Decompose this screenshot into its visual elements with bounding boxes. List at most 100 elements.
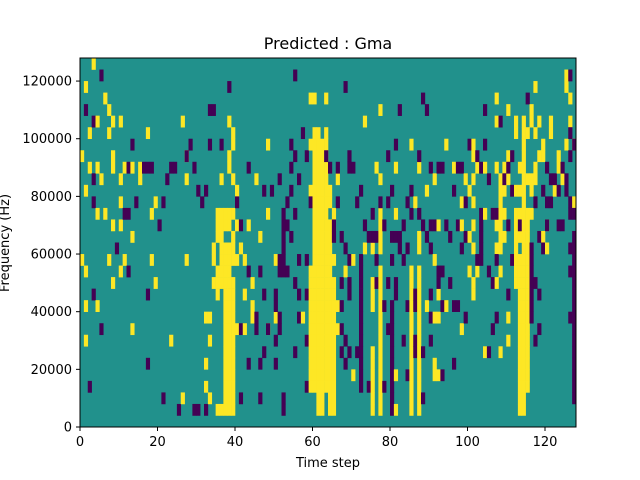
heatmap-cell-low xyxy=(211,104,216,116)
heatmap-cell-high xyxy=(223,265,228,278)
heatmap-cell-high xyxy=(312,357,317,370)
heatmap-cell-high xyxy=(521,230,526,243)
heatmap-cell-low xyxy=(359,288,364,301)
heatmap-cell-high xyxy=(231,173,236,186)
heatmap-cell-high xyxy=(498,242,503,255)
heatmap-cell-low xyxy=(343,357,348,370)
heatmap-cell-high xyxy=(320,207,325,220)
heatmap-cell-high xyxy=(560,173,565,186)
heatmap-cell-high xyxy=(231,357,236,370)
heatmap-cell-high xyxy=(521,403,526,416)
heatmap-cell-low xyxy=(405,300,410,312)
heatmap-cell-high xyxy=(320,219,325,232)
heatmap-cell-high xyxy=(378,334,383,347)
heatmap-cell-high xyxy=(320,334,325,347)
heatmap-cell-high xyxy=(324,184,329,197)
heatmap-cell-low xyxy=(452,184,457,197)
heatmap-cell-high xyxy=(316,150,321,163)
heatmap-cell-high xyxy=(335,300,340,312)
x-tick-label: 40 xyxy=(227,435,244,450)
heatmap-cell-low xyxy=(529,242,534,255)
heatmap-cell-high xyxy=(246,219,251,232)
heatmap-cell-low xyxy=(393,138,399,151)
heatmap-cell-high xyxy=(215,265,220,278)
heatmap-cell-low xyxy=(390,380,395,393)
heatmap-cell-high xyxy=(351,369,356,382)
heatmap-cell-high xyxy=(316,357,321,370)
heatmap-cell-high xyxy=(219,207,224,220)
heatmap-cell-low xyxy=(479,207,484,220)
heatmap-cell-high xyxy=(328,242,333,255)
heatmap-cell-high xyxy=(370,392,375,405)
heatmap-cell-low xyxy=(382,300,387,312)
heatmap-cell-high xyxy=(572,196,577,209)
heatmap-cell-low xyxy=(339,300,344,312)
heatmap-cell-low xyxy=(359,300,364,312)
heatmap-cell-low xyxy=(359,357,364,370)
heatmap-cell-high xyxy=(521,242,526,255)
heatmap-cell-high xyxy=(328,300,333,312)
heatmap-cell-low xyxy=(386,277,391,289)
heatmap-cell-high xyxy=(227,115,232,128)
heatmap-cell-high xyxy=(409,403,414,416)
heatmap-cell-high xyxy=(331,369,337,382)
heatmap-cell-high xyxy=(231,392,236,405)
heatmap-cell-high xyxy=(471,288,476,301)
heatmap-cell-high xyxy=(494,277,499,289)
heatmap-cell-high xyxy=(312,196,317,209)
heatmap-cell-high xyxy=(215,230,220,243)
heatmap-cell-high xyxy=(180,115,185,128)
heatmap-cell-high xyxy=(235,184,240,197)
heatmap-cell-high xyxy=(80,150,85,163)
heatmap-cell-low xyxy=(545,161,550,174)
heatmap-cell-low xyxy=(506,161,511,174)
heatmap-cell-low xyxy=(490,323,495,336)
heatmap-cell-high xyxy=(506,311,511,324)
heatmap-cell-low xyxy=(293,69,298,82)
heatmap-cell-low xyxy=(359,323,364,336)
heatmap-cell-low xyxy=(568,311,573,324)
heatmap-cell-low xyxy=(390,403,395,416)
heatmap-cell-low xyxy=(366,230,371,243)
heatmap-cell-high xyxy=(521,369,526,382)
heatmap-cell-high xyxy=(308,346,313,359)
heatmap-cell-high xyxy=(475,161,480,174)
heatmap-cell-low xyxy=(281,265,286,278)
heatmap-cell-low xyxy=(556,219,561,232)
heatmap-cell-low xyxy=(328,161,333,174)
heatmap-cell-high xyxy=(219,277,224,289)
heatmap-cell-high xyxy=(502,207,507,220)
heatmap-cell-high xyxy=(529,207,534,220)
heatmap-cell-high xyxy=(227,323,232,336)
heatmap-cell-low xyxy=(366,380,371,393)
heatmap-cell-high xyxy=(153,196,158,209)
heatmap-cell-low xyxy=(510,184,515,197)
heatmap-cell-low xyxy=(572,334,577,347)
heatmap-cell-high xyxy=(328,392,333,405)
heatmap-cell-high xyxy=(308,92,313,105)
heatmap-cell-high xyxy=(328,230,333,243)
heatmap-cell-high xyxy=(324,127,329,140)
heatmap-cell-low xyxy=(281,230,286,243)
heatmap-cell-low xyxy=(169,161,174,174)
heatmap-cell-high xyxy=(231,242,236,255)
heatmap-cell-high xyxy=(378,277,383,289)
heatmap-cell-low xyxy=(324,150,329,163)
heatmap-cell-low xyxy=(161,392,166,405)
heatmap-cell-high xyxy=(533,173,538,186)
heatmap-cell-high xyxy=(514,127,519,140)
heatmap-cell-low xyxy=(386,150,391,163)
heatmap-cell-low xyxy=(390,230,395,243)
heatmap-cell-high xyxy=(393,369,399,382)
heatmap-cell-high xyxy=(308,288,313,301)
heatmap-cell-high xyxy=(548,127,554,140)
heatmap-cell-high xyxy=(320,230,325,243)
heatmap-cell-high xyxy=(545,242,550,255)
heatmap-cell-high xyxy=(138,173,143,186)
heatmap-cell-high xyxy=(483,161,488,174)
heatmap-cell-high xyxy=(370,277,375,289)
heatmap-cell-low xyxy=(401,254,406,266)
heatmap-cell-low xyxy=(355,196,360,209)
heatmap-cell-high xyxy=(525,323,530,336)
heatmap-cell-high xyxy=(521,265,526,278)
